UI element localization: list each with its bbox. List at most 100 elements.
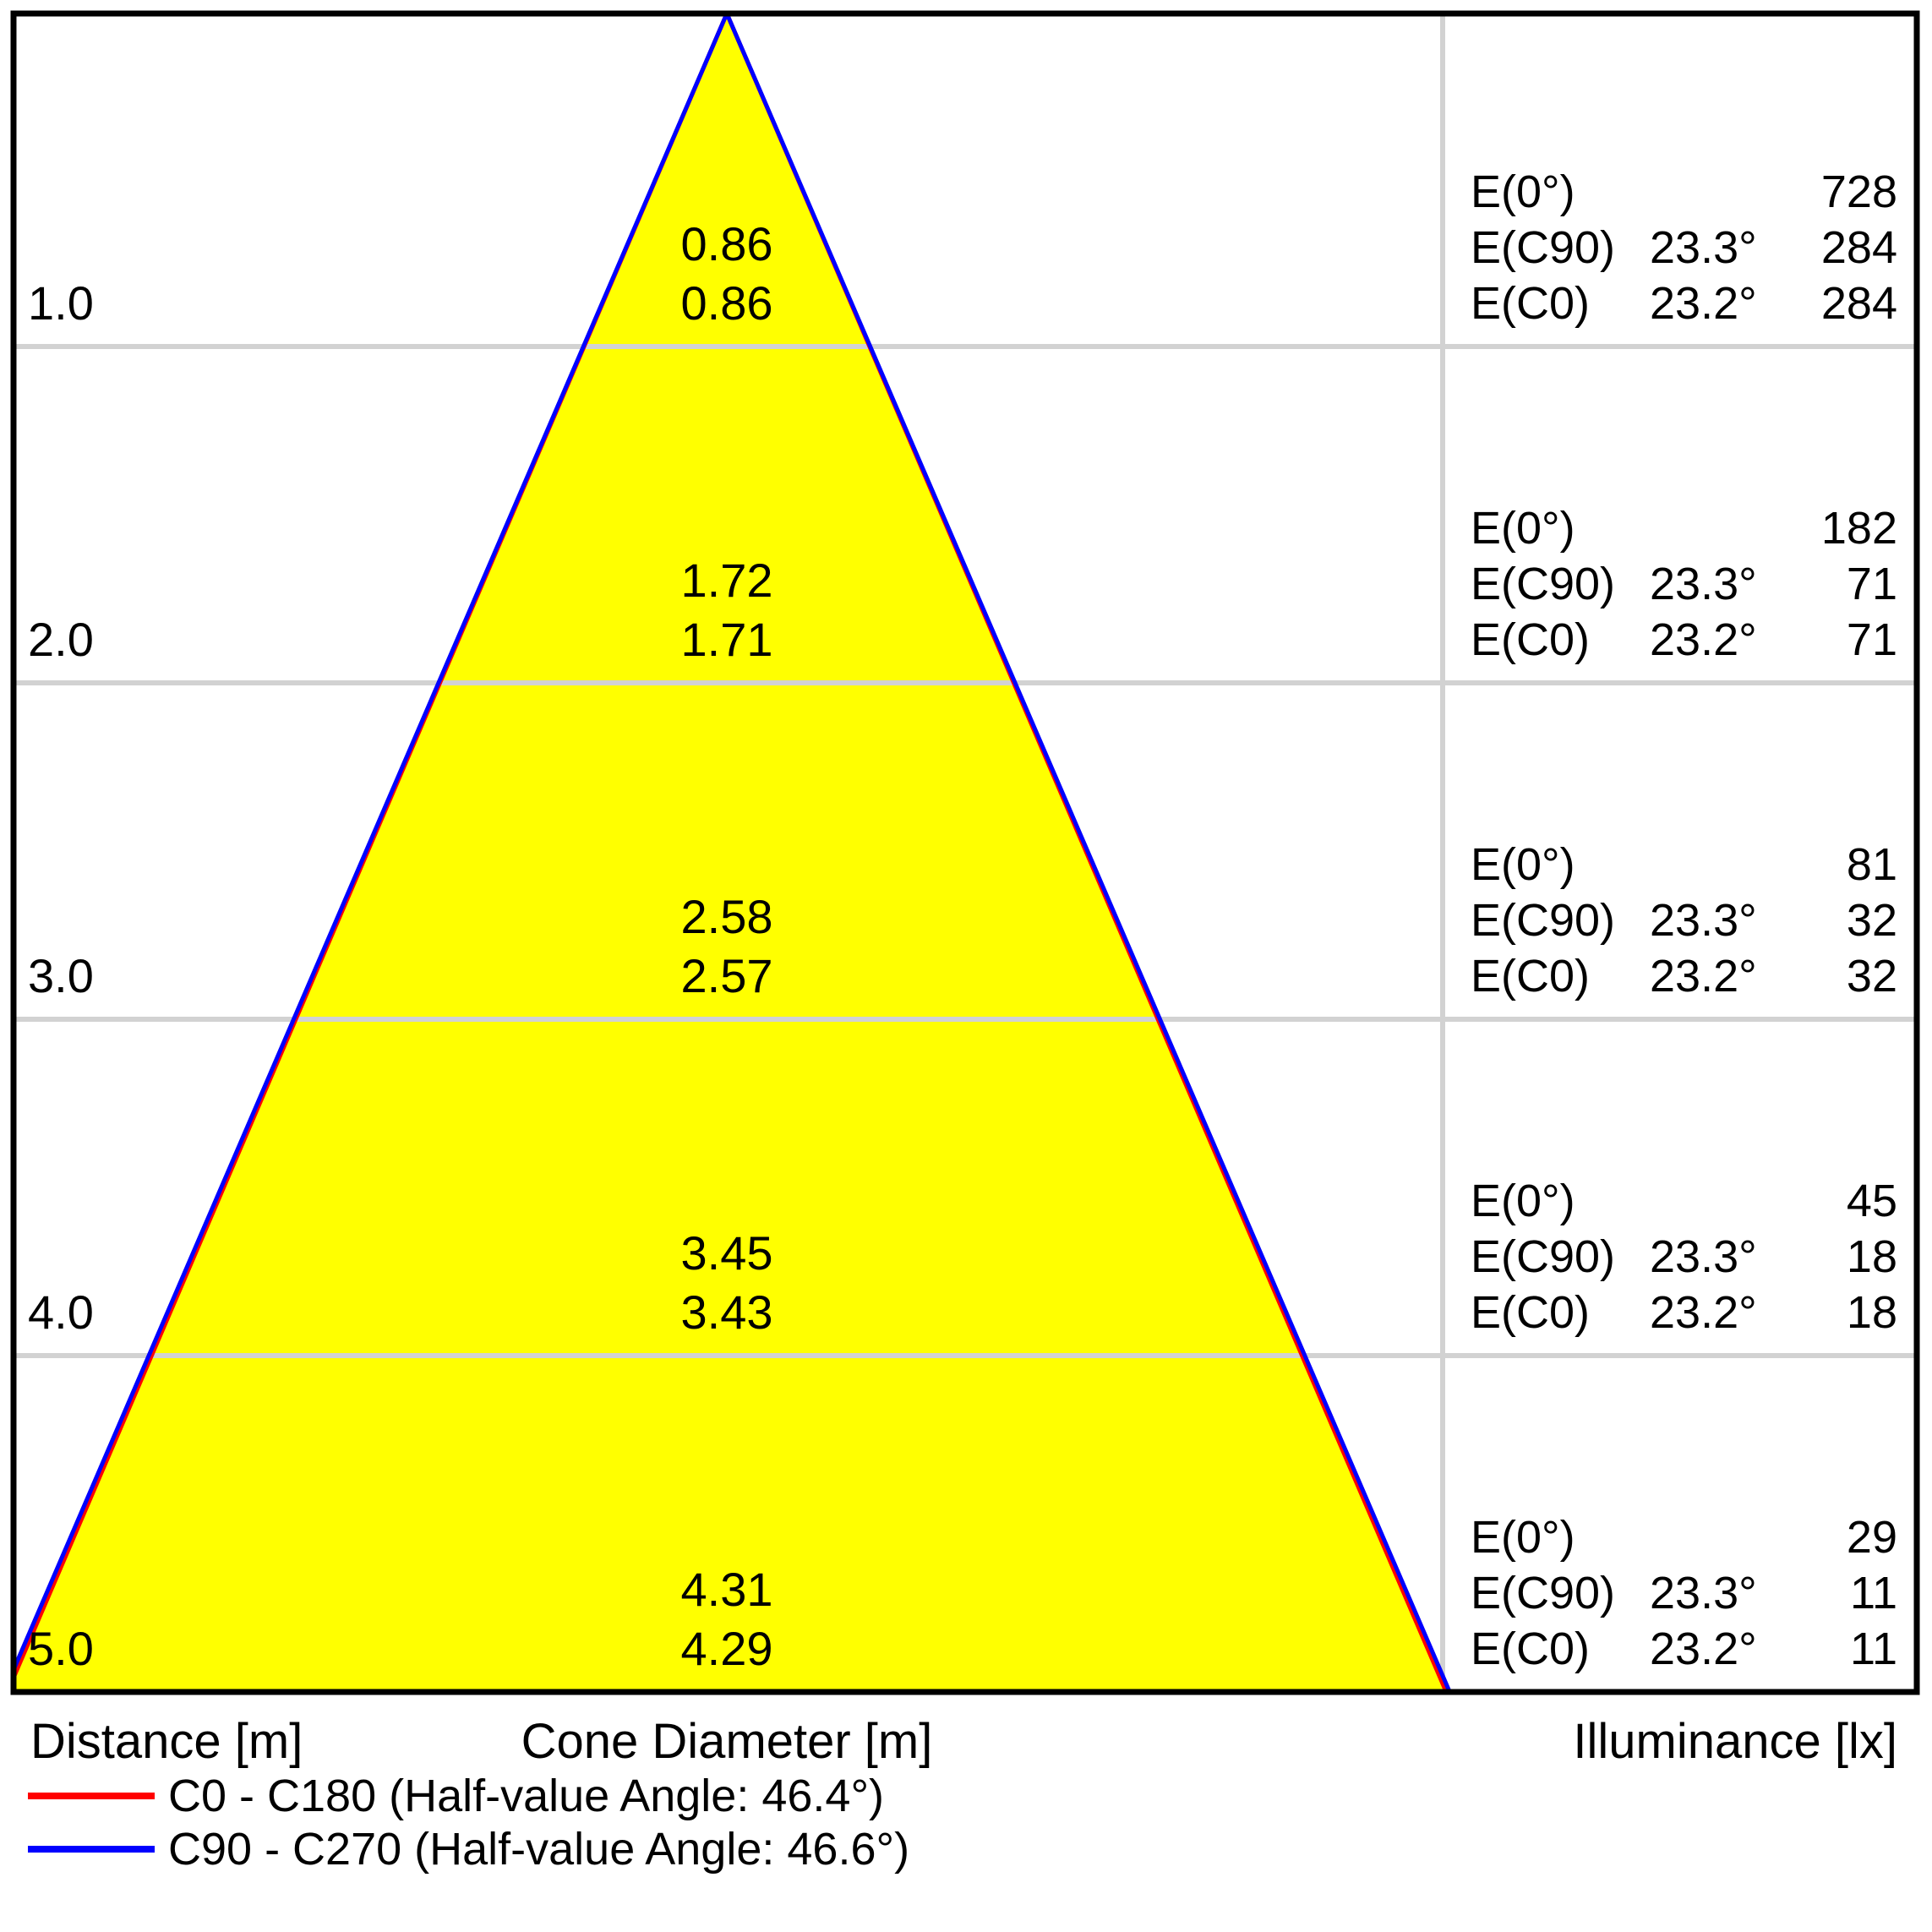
ec0-angle: 23.2° [1650,1624,1757,1674]
table-row: E(C0) 23.2° 284 [1471,276,1897,331]
cone-diameter-c90: 4.31 [680,1563,773,1616]
table-row: E(C90) 23.3° 18 [1471,1229,1897,1285]
ec90-value: 284 [1820,222,1897,273]
legend: C0 - C180 (Half-value Angle: 46.4°) C90 … [28,1771,909,1878]
distance-label-5m: 5.0 [28,1622,94,1675]
distance-label-2m: 2.0 [28,613,94,666]
illuminance-block-5m: E(0°) 29 E(C90) 23.3° 11 E(C0) 23.2° 11 [1471,1509,1897,1677]
c90-c270-line-swatch [28,1846,155,1853]
table-row: E(C90) 23.3° 71 [1471,556,1897,612]
ec0-value: 284 [1820,278,1897,329]
ec0-label: E(C0) [1471,1624,1591,1674]
illuminance-caption: Illuminance [lx] [1573,1714,1897,1769]
table-row: E(0°) 45 [1471,1173,1897,1229]
table-row: E(0°) 728 [1471,164,1897,220]
legend-label-c90-c270: C90 - C270 (Half-value Angle: 46.6°) [168,1824,910,1875]
cone-diameter-values-5m: 4.31 4.29 [516,1560,938,1678]
ec90-label: E(C90) [1471,1231,1616,1282]
ec0-angle: 23.2° [1650,614,1757,665]
ec90-value: 11 [1849,1568,1897,1618]
e0-value: 81 [1846,839,1897,890]
ec0-angle: 23.2° [1650,951,1757,1001]
c90-c270-cone-outline [14,14,1453,1692]
illuminance-block-2m: E(0°) 182 E(C90) 23.3° 71 E(C0) 23.2° 71 [1471,500,1897,668]
cone-diameter-c90: 2.58 [680,890,773,943]
cone-diameter-c0: 2.57 [680,949,773,1002]
c0-c180-line-swatch [28,1793,155,1799]
plot-border [10,10,1920,1695]
ec90-value: 71 [1846,559,1897,609]
table-row: E(C90) 23.3° 32 [1471,892,1897,948]
e0-angle [1650,1509,1785,1565]
ec90-angle: 23.3° [1650,1568,1757,1618]
legend-label-c0-c180: C0 - C180 (Half-value Angle: 46.4°) [168,1771,885,1821]
e0-value: 45 [1846,1176,1897,1226]
e0-value: 29 [1846,1512,1897,1563]
e0-angle [1650,1173,1785,1229]
ec90-label: E(C90) [1471,222,1616,273]
ec90-angle: 23.3° [1650,559,1757,609]
cone-diameter-c0: 4.29 [680,1622,773,1675]
cone-diameter-values-3m: 2.58 2.57 [516,887,938,1006]
cone-diameter-values-4m: 3.45 3.43 [516,1224,938,1342]
table-row: E(C0) 23.2° 71 [1471,612,1897,668]
distance-axis-caption: Distance [m] [30,1714,303,1769]
illuminance-block-3m: E(0°) 81 E(C90) 23.3° 32 E(C0) 23.2° 32 [1471,837,1897,1004]
distance-label-4m: 4.0 [28,1285,94,1339]
e0-value: 182 [1820,503,1897,554]
e0-value: 728 [1820,166,1897,217]
e0-label: E(0°) [1471,166,1575,217]
ec90-value: 32 [1846,895,1897,946]
e0-angle [1650,164,1785,220]
ec0-value: 32 [1846,951,1897,1001]
cone-diameter-c90: 3.45 [680,1226,773,1280]
distance-label-3m: 3.0 [28,949,94,1002]
table-row: E(C0) 23.2° 18 [1471,1285,1897,1340]
light-cone-fill [14,14,1450,1692]
cone-diameter-caption: Cone Diameter [m] [521,1714,933,1769]
ec0-angle: 23.2° [1650,278,1757,329]
legend-item-c0-c180: C0 - C180 (Half-value Angle: 46.4°) [28,1771,909,1821]
illuminance-block-4m: E(0°) 45 E(C90) 23.3° 18 E(C0) 23.2° 18 [1471,1173,1897,1340]
e0-label: E(0°) [1471,1176,1575,1226]
e0-angle [1650,500,1785,556]
illuminance-block-1m: E(0°) 728 E(C90) 23.3° 284 E(C0) 23.2° 2… [1471,164,1897,331]
table-row: E(0°) 29 [1471,1509,1897,1565]
cone-diameter-c0: 3.43 [680,1285,773,1339]
cone-diameter-values-1m: 0.86 0.86 [516,215,938,333]
table-row: E(C0) 23.2° 11 [1471,1621,1897,1677]
ec0-label: E(C0) [1471,614,1591,665]
e0-label: E(0°) [1471,1512,1575,1563]
cone-diameter-c0: 0.86 [680,276,773,330]
distance-label-1m: 1.0 [28,276,94,330]
cone-diameter-c0: 1.71 [680,613,773,666]
ec90-label: E(C90) [1471,1568,1616,1618]
ec0-label: E(C0) [1471,951,1591,1001]
ec0-label: E(C0) [1471,278,1591,329]
table-row: E(C90) 23.3° 284 [1471,220,1897,276]
ec0-angle: 23.2° [1650,1287,1757,1338]
e0-label: E(0°) [1471,503,1575,554]
ec90-angle: 23.3° [1650,222,1757,273]
ec90-angle: 23.3° [1650,895,1757,946]
ec90-value: 18 [1846,1231,1897,1282]
table-row: E(C0) 23.2° 32 [1471,948,1897,1004]
table-row: E(C90) 23.3° 11 [1471,1565,1897,1621]
e0-label: E(0°) [1471,839,1575,890]
ec0-value: 11 [1849,1624,1897,1674]
cone-diameter-values-2m: 1.72 1.71 [516,551,938,669]
ec90-label: E(C90) [1471,895,1616,946]
ec90-angle: 23.3° [1650,1231,1757,1282]
table-row: E(0°) 182 [1471,500,1897,556]
ec0-value: 18 [1846,1287,1897,1338]
ec0-label: E(C0) [1471,1287,1591,1338]
table-row: E(0°) 81 [1471,837,1897,892]
e0-angle [1650,837,1785,892]
ec0-value: 71 [1846,614,1897,665]
legend-item-c90-c270: C90 - C270 (Half-value Angle: 46.6°) [28,1824,910,1875]
ec90-label: E(C90) [1471,559,1616,609]
cone-diameter-c90: 1.72 [680,554,773,607]
cone-diameter-c90: 0.86 [680,217,773,270]
